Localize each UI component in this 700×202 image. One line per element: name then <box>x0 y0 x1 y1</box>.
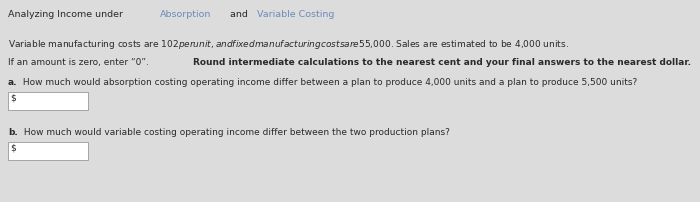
FancyBboxPatch shape <box>8 142 88 160</box>
Text: and: and <box>227 10 251 19</box>
FancyBboxPatch shape <box>8 92 88 110</box>
Text: Variable manufacturing costs are $102 per unit, and fixed manufacturing costs ar: Variable manufacturing costs are $102 pe… <box>8 38 569 51</box>
Text: Round intermediate calculations to the nearest cent and your final answers to th: Round intermediate calculations to the n… <box>193 58 692 67</box>
Text: b.: b. <box>8 128 18 137</box>
Text: $: $ <box>10 144 15 153</box>
Text: a.: a. <box>8 78 18 87</box>
Text: If an amount is zero, enter “0”.: If an amount is zero, enter “0”. <box>8 58 152 67</box>
Text: Absorption: Absorption <box>160 10 211 19</box>
Text: How much would variable costing operating income differ between the two producti: How much would variable costing operatin… <box>20 128 449 137</box>
Text: $: $ <box>10 94 15 103</box>
Text: Variable Costing: Variable Costing <box>258 10 335 19</box>
Text: How much would absorption costing operating income differ between a plan to prod: How much would absorption costing operat… <box>20 78 638 87</box>
Text: Analyzing Income under: Analyzing Income under <box>8 10 126 19</box>
